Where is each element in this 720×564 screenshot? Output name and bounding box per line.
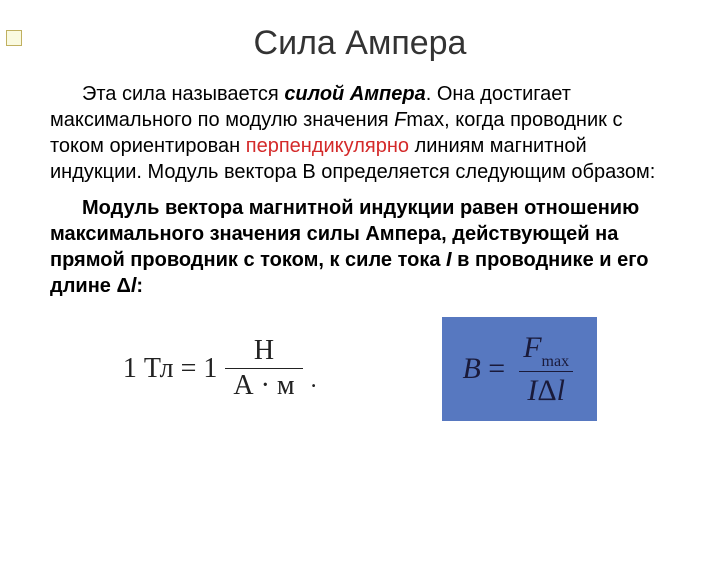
f2-den-v2: l (557, 374, 565, 407)
f2-lhs: B = (462, 352, 505, 386)
f2-den-delta: Δ (537, 374, 556, 407)
f1-num: Н (246, 336, 282, 369)
paragraph-2: Модуль вектора магнитной индукции равен … (50, 195, 670, 299)
formula-row: 1 Тл = 1 Н А · м . B = Fmax IΔl (0, 317, 720, 421)
f2-fraction: Fmax IΔl (515, 331, 577, 407)
f1-period: . (311, 367, 317, 394)
f2-num-sub: max (542, 353, 570, 370)
p1-t1: Эта сила называется (82, 83, 284, 105)
p2-t5: : (136, 275, 143, 297)
formula-b-definition: B = Fmax IΔl (442, 317, 597, 421)
slide-title: Сила Ампера (0, 24, 720, 63)
f2-den: IΔl (519, 371, 573, 407)
f2-num-var: F (523, 331, 541, 364)
slide-marker (6, 30, 22, 46)
f2-num: Fmax (515, 331, 577, 371)
f2-eq: = (481, 352, 505, 385)
p1-t6: перпендикулярно (246, 135, 409, 157)
f1-lhs: 1 Тл = 1 (123, 353, 217, 385)
p1-t4: F (394, 109, 406, 131)
paragraph-1: Эта сила называется силой Ампера. Она до… (50, 81, 670, 185)
formula-tesla-unit: 1 Тл = 1 Н А · м . (123, 336, 317, 403)
f2-den-v1: I (527, 374, 537, 407)
f2-lhs-var: B (462, 352, 480, 385)
f1-fraction: Н А · м (225, 336, 302, 403)
f1-den: А · м (225, 368, 302, 402)
p1-t2: силой Ампера (284, 83, 425, 105)
